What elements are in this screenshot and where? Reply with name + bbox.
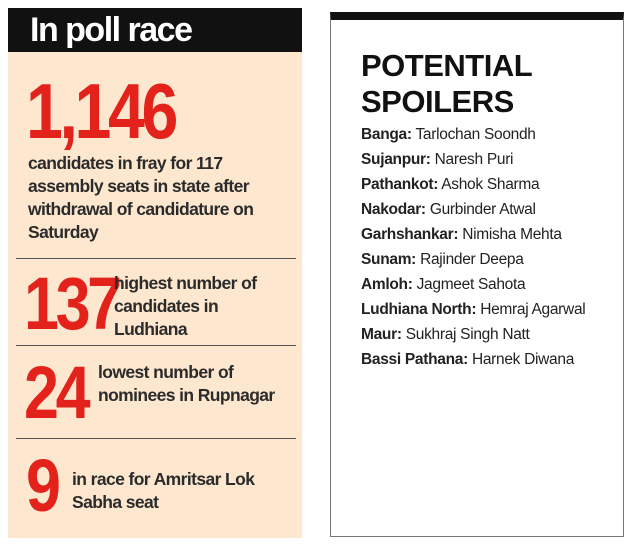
constituency: Sujanpur: bbox=[361, 151, 431, 168]
constituency: Sunam: bbox=[361, 251, 417, 268]
spoiler-item: Amloh: Jagmeet Sahota bbox=[361, 274, 591, 295]
stat-text: in race for Amritsar Lok Sabha seat bbox=[72, 469, 255, 512]
divider bbox=[16, 258, 296, 259]
candidate: Ashok Sharma bbox=[441, 176, 540, 193]
constituency: Bassi Pathana: bbox=[361, 351, 468, 368]
spoiler-item: Pathankot: Ashok Sharma bbox=[361, 174, 591, 195]
panel-title: POTENTIAL SPOILERS bbox=[361, 48, 532, 119]
candidate: Sukhraj Singh Natt bbox=[405, 326, 530, 343]
spoilers-panel: POTENTIAL SPOILERS Banga: Tarlochan Soon… bbox=[330, 12, 624, 537]
constituency: Nakodar: bbox=[361, 201, 426, 218]
spoiler-item: Nakodar: Gurbinder Atwal bbox=[361, 199, 591, 220]
spoiler-item: Ludhiana North: Hemraj Agarwal bbox=[361, 299, 591, 320]
stat: 1,146 candidates in fray for 117 assembl… bbox=[8, 70, 302, 244]
stat-number: 137 bbox=[24, 262, 122, 345]
candidate: Harnek Diwana bbox=[471, 351, 575, 368]
stat-text: highest number of candidates in Ludhiana bbox=[114, 273, 257, 339]
constituency: Banga: bbox=[361, 126, 412, 143]
spoiler-list: Banga: Tarlochan Soondh Sujanpur: Naresh … bbox=[361, 124, 591, 374]
spoiler-item: Sujanpur: Naresh Puri bbox=[361, 149, 591, 170]
candidate: Naresh Puri bbox=[434, 151, 514, 168]
candidate: Gurbinder Atwal bbox=[429, 201, 536, 218]
stat-number: 24 bbox=[24, 351, 91, 434]
candidate: Tarlochan Soondh bbox=[415, 126, 536, 143]
spoiler-item: Banga: Tarlochan Soondh bbox=[361, 124, 591, 145]
constituency: Maur: bbox=[361, 326, 402, 343]
candidate: Hemraj Agarwal bbox=[480, 301, 586, 318]
stat-number: 9 bbox=[26, 444, 61, 527]
divider bbox=[16, 345, 296, 346]
panel-title: In poll race bbox=[8, 8, 302, 52]
spoiler-item: Sunam: Rajinder Deepa bbox=[361, 249, 591, 270]
constituency: Amloh: bbox=[361, 276, 413, 293]
stat-text: lowest number of nominees in Rupnagar bbox=[98, 362, 275, 405]
spoiler-item: Garhshankar: Nimisha Mehta bbox=[361, 224, 591, 245]
spoiler-item: Bassi Pathana: Harnek Diwana bbox=[361, 349, 591, 370]
constituency: Ludhiana North: bbox=[361, 301, 477, 318]
spoiler-item: Maur: Sukhraj Singh Natt bbox=[361, 324, 591, 345]
constituency: Pathankot: bbox=[361, 176, 439, 193]
poll-race-panel: In poll race 1,146 candidates in fray fo… bbox=[8, 8, 302, 538]
candidate: Jagmeet Sahota bbox=[416, 276, 526, 293]
divider bbox=[16, 438, 296, 439]
constituency: Garhshankar: bbox=[361, 226, 459, 243]
candidate: Nimisha Mehta bbox=[462, 226, 562, 243]
candidate: Rajinder Deepa bbox=[420, 251, 524, 268]
stat-number: 1,146 bbox=[26, 67, 178, 155]
stat-text: candidates in fray for 117 assembly seat… bbox=[28, 153, 254, 242]
